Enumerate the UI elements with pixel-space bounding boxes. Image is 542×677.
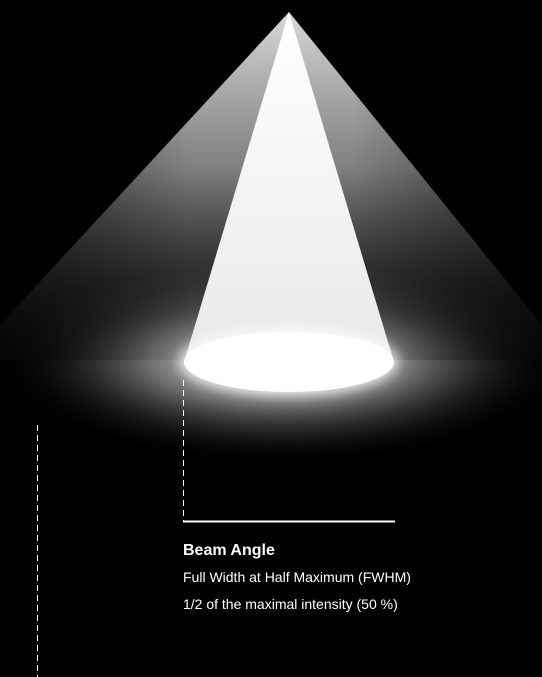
label-title: Beam Angle — [183, 542, 275, 559]
spot — [184, 332, 394, 392]
page: Beam Angle Full Width at Half Maximum (F… — [0, 0, 542, 677]
label-line: Full Width at Half Maximum (FWHM) — [183, 569, 411, 585]
beam-diagram: Beam Angle Full Width at Half Maximum (F… — [0, 0, 542, 677]
label-line: 1/2 of the maximal intensity (50 %) — [183, 596, 398, 612]
